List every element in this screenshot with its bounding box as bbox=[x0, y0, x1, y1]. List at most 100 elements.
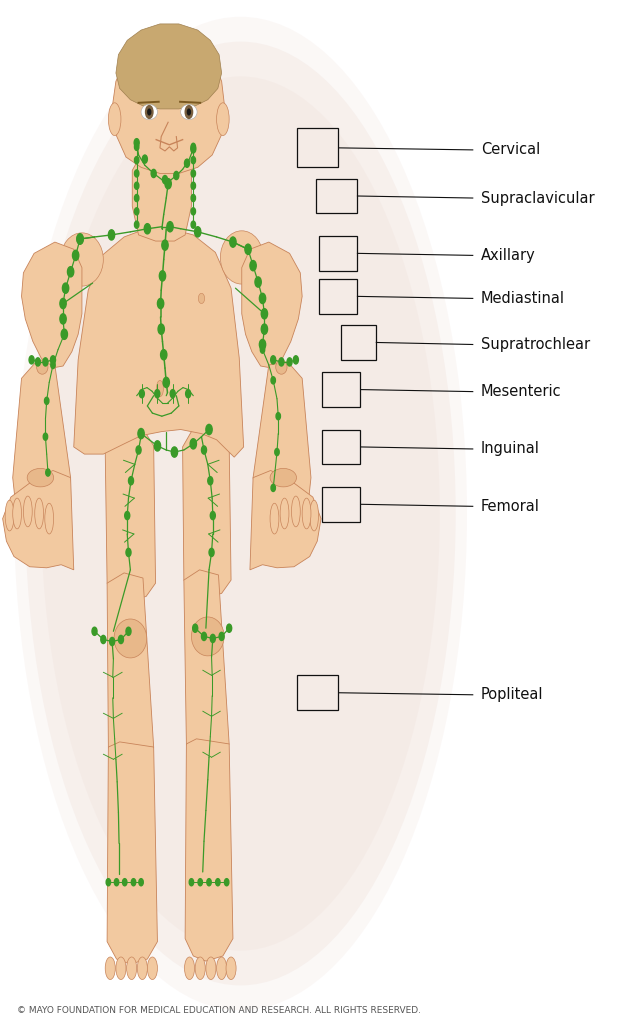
Circle shape bbox=[92, 627, 97, 636]
Bar bbox=[322, 429, 360, 464]
Ellipse shape bbox=[61, 233, 103, 287]
Bar bbox=[316, 179, 357, 214]
Circle shape bbox=[44, 397, 49, 405]
Circle shape bbox=[73, 251, 79, 261]
Circle shape bbox=[210, 635, 216, 643]
Circle shape bbox=[202, 446, 207, 454]
Circle shape bbox=[159, 271, 166, 281]
Circle shape bbox=[270, 355, 276, 364]
Circle shape bbox=[186, 389, 191, 397]
Text: Supratrochlear: Supratrochlear bbox=[481, 337, 590, 352]
Ellipse shape bbox=[37, 359, 48, 374]
Ellipse shape bbox=[13, 498, 21, 529]
Circle shape bbox=[230, 237, 236, 248]
Circle shape bbox=[154, 441, 161, 451]
Circle shape bbox=[261, 325, 267, 334]
Circle shape bbox=[208, 477, 213, 485]
Ellipse shape bbox=[105, 957, 115, 980]
Circle shape bbox=[123, 879, 127, 886]
Ellipse shape bbox=[191, 617, 224, 656]
Circle shape bbox=[155, 389, 160, 397]
Ellipse shape bbox=[25, 41, 456, 986]
Bar bbox=[297, 128, 338, 167]
Circle shape bbox=[287, 357, 292, 366]
Text: Mediastinal: Mediastinal bbox=[481, 291, 565, 306]
Ellipse shape bbox=[157, 380, 164, 396]
Circle shape bbox=[191, 156, 195, 163]
Circle shape bbox=[77, 234, 83, 244]
Circle shape bbox=[157, 299, 164, 309]
Circle shape bbox=[151, 169, 156, 178]
Ellipse shape bbox=[27, 468, 54, 487]
Polygon shape bbox=[107, 741, 157, 964]
Circle shape bbox=[259, 294, 265, 304]
Circle shape bbox=[191, 207, 195, 215]
Circle shape bbox=[135, 207, 139, 215]
Circle shape bbox=[136, 446, 141, 454]
Circle shape bbox=[63, 283, 69, 294]
Polygon shape bbox=[253, 362, 311, 526]
Circle shape bbox=[126, 627, 131, 636]
Ellipse shape bbox=[116, 957, 126, 980]
Text: Mesenteric: Mesenteric bbox=[481, 384, 561, 400]
Circle shape bbox=[210, 511, 216, 520]
Polygon shape bbox=[105, 425, 155, 601]
Circle shape bbox=[108, 230, 114, 240]
Circle shape bbox=[135, 156, 139, 163]
Circle shape bbox=[185, 159, 190, 167]
Ellipse shape bbox=[280, 498, 289, 529]
Circle shape bbox=[279, 357, 284, 366]
Ellipse shape bbox=[147, 957, 157, 980]
Circle shape bbox=[77, 234, 83, 244]
Circle shape bbox=[142, 155, 147, 163]
Ellipse shape bbox=[14, 16, 467, 1011]
Text: Cervical: Cervical bbox=[481, 143, 540, 157]
Circle shape bbox=[135, 221, 139, 228]
Circle shape bbox=[216, 879, 220, 886]
Ellipse shape bbox=[137, 957, 147, 980]
Circle shape bbox=[125, 511, 130, 520]
Text: Femoral: Femoral bbox=[481, 499, 540, 514]
Ellipse shape bbox=[221, 231, 263, 284]
Circle shape bbox=[271, 485, 276, 492]
Circle shape bbox=[198, 879, 202, 886]
Ellipse shape bbox=[23, 496, 32, 527]
Ellipse shape bbox=[302, 498, 311, 529]
Circle shape bbox=[207, 879, 211, 886]
Circle shape bbox=[139, 389, 144, 397]
Circle shape bbox=[29, 355, 34, 364]
Circle shape bbox=[162, 240, 168, 251]
Text: Popliteal: Popliteal bbox=[481, 687, 544, 702]
Circle shape bbox=[131, 879, 136, 886]
Circle shape bbox=[191, 143, 195, 150]
Bar bbox=[297, 676, 338, 710]
Bar bbox=[319, 236, 357, 271]
Circle shape bbox=[195, 227, 201, 237]
Circle shape bbox=[138, 428, 144, 439]
Polygon shape bbox=[74, 229, 244, 457]
Ellipse shape bbox=[114, 619, 147, 658]
Polygon shape bbox=[116, 24, 222, 109]
Circle shape bbox=[255, 277, 261, 288]
Circle shape bbox=[191, 194, 195, 201]
Ellipse shape bbox=[181, 105, 197, 120]
Circle shape bbox=[191, 169, 195, 177]
Circle shape bbox=[163, 377, 169, 387]
Circle shape bbox=[62, 331, 66, 338]
Circle shape bbox=[101, 636, 106, 644]
Circle shape bbox=[260, 346, 265, 353]
Ellipse shape bbox=[198, 294, 205, 304]
Ellipse shape bbox=[141, 105, 157, 120]
Circle shape bbox=[118, 636, 123, 644]
Polygon shape bbox=[132, 152, 191, 241]
Ellipse shape bbox=[186, 109, 191, 116]
Circle shape bbox=[135, 182, 139, 189]
Circle shape bbox=[135, 169, 139, 177]
Polygon shape bbox=[183, 423, 231, 598]
Ellipse shape bbox=[310, 500, 319, 531]
Ellipse shape bbox=[270, 503, 279, 534]
Ellipse shape bbox=[291, 496, 300, 527]
Circle shape bbox=[202, 633, 207, 641]
Circle shape bbox=[250, 261, 256, 271]
Ellipse shape bbox=[217, 957, 227, 980]
